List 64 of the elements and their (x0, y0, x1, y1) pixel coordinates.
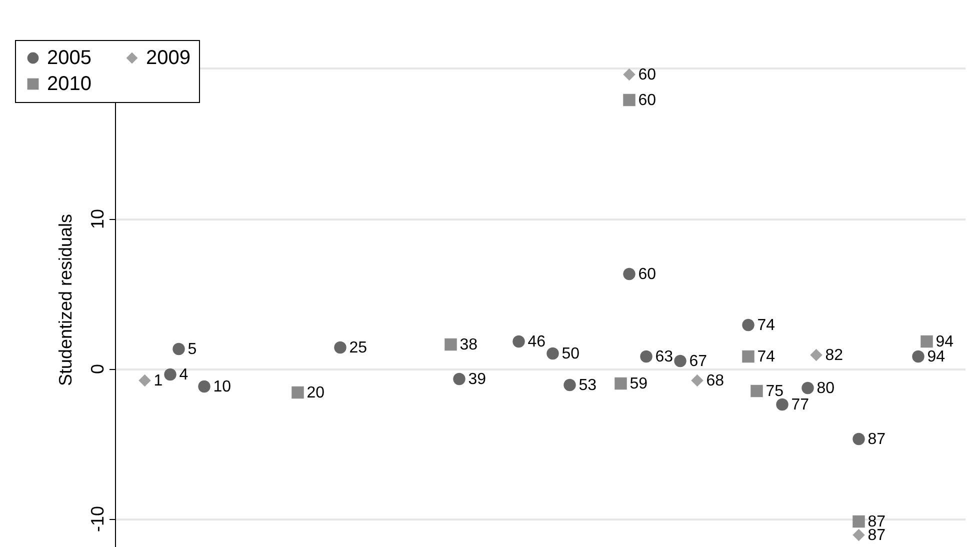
annotation: 74 (757, 317, 776, 334)
point (852, 515, 865, 528)
annotation: 68 (706, 372, 724, 390)
annotation: 94 (936, 334, 954, 350)
y-tick-label: 0 (88, 364, 108, 374)
point (138, 374, 151, 387)
point (164, 368, 176, 381)
annotation: 10 (213, 378, 232, 396)
point (691, 374, 704, 387)
point (640, 350, 652, 363)
annotation: 5 (188, 341, 197, 358)
point (852, 528, 865, 542)
annotation: 4 (179, 366, 188, 384)
annotation: 38 (460, 336, 478, 354)
point (614, 377, 627, 390)
point (920, 335, 933, 348)
point (453, 372, 466, 386)
annotation: 80 (816, 380, 835, 397)
y-tick-label: 10 (88, 208, 108, 230)
annotation: 75 (766, 383, 784, 400)
annotation: 59 (630, 376, 648, 392)
point (802, 382, 814, 394)
point (912, 350, 924, 363)
annotation: 87 (868, 527, 886, 544)
point (564, 378, 576, 392)
legend-label: 2010 (47, 73, 92, 95)
point (172, 342, 185, 356)
legend-label: 2009 (146, 47, 190, 69)
point (742, 318, 754, 332)
point (334, 341, 346, 354)
annotation: 53 (578, 377, 597, 394)
point (810, 348, 822, 362)
y-axis-title: Studentized residuals (56, 214, 76, 386)
point (198, 380, 210, 393)
annotation: 20 (306, 384, 325, 402)
point (292, 386, 304, 399)
annotation: 60 (638, 66, 656, 84)
point (750, 384, 763, 398)
legend-label: 2005 (47, 47, 92, 69)
annotation: 46 (528, 334, 546, 350)
point (742, 350, 754, 363)
annotation: 60 (638, 92, 656, 109)
annotation: 25 (349, 340, 368, 356)
annotation: 63 (655, 348, 674, 366)
point (674, 354, 686, 368)
point (852, 432, 865, 446)
annotation: 67 (689, 353, 708, 370)
point (776, 398, 788, 411)
annotation: 77 (791, 396, 810, 414)
annotation: 50 (562, 346, 580, 362)
annotation: 74 (757, 348, 776, 366)
point (623, 268, 636, 280)
annotation: 87 (868, 431, 886, 448)
annotation: 60 (638, 266, 656, 283)
y-tick-label: -10 (88, 506, 108, 532)
point (444, 338, 457, 351)
point (512, 335, 525, 348)
annotation: 82 (825, 347, 844, 364)
point (623, 94, 636, 106)
annotation: 1 (154, 372, 163, 390)
annotation: 94 (927, 348, 946, 366)
annotation: 39 (468, 371, 486, 388)
point (546, 347, 559, 360)
point (623, 68, 636, 81)
